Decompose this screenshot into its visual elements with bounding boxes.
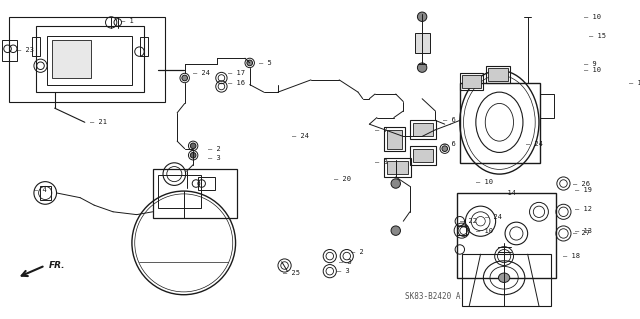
Text: — 26: — 26 <box>573 181 590 187</box>
Text: — 13: — 13 <box>575 228 592 234</box>
Text: — 10: — 10 <box>476 228 493 234</box>
Bar <box>457 193 556 278</box>
Circle shape <box>190 152 196 158</box>
Circle shape <box>182 75 188 81</box>
Bar <box>461 254 551 306</box>
Text: — 23: — 23 <box>17 47 34 53</box>
Bar <box>415 33 429 54</box>
Text: — 2: — 2 <box>208 146 221 152</box>
Bar <box>140 37 148 56</box>
Text: — 18: — 18 <box>563 253 580 259</box>
Text: — 3: — 3 <box>339 259 352 265</box>
Bar <box>413 123 433 137</box>
Text: — 4: — 4 <box>34 187 47 193</box>
Bar <box>2 40 17 61</box>
Text: — 24: — 24 <box>193 70 210 76</box>
Text: — 5: — 5 <box>259 60 272 66</box>
Circle shape <box>417 63 427 72</box>
Text: — 19: — 19 <box>575 187 592 193</box>
Circle shape <box>442 146 447 152</box>
Text: — 17: — 17 <box>228 70 245 76</box>
Bar <box>387 130 403 149</box>
Text: — 9: — 9 <box>584 61 597 67</box>
Bar <box>461 75 481 88</box>
Bar <box>410 120 436 139</box>
Text: — 25: — 25 <box>283 270 300 276</box>
Circle shape <box>417 12 427 21</box>
Text: — 6: — 6 <box>443 141 456 147</box>
Bar <box>385 158 411 177</box>
Text: — 2: — 2 <box>351 249 364 255</box>
Text: FR.: FR. <box>49 261 65 270</box>
Bar <box>540 94 554 118</box>
Text: — 1: — 1 <box>120 18 133 24</box>
Circle shape <box>391 226 401 235</box>
Bar <box>158 175 201 208</box>
Bar <box>457 226 467 235</box>
Bar <box>47 36 132 85</box>
Text: — 8: — 8 <box>375 159 388 165</box>
Text: — 10: — 10 <box>584 67 601 73</box>
Bar <box>40 186 51 200</box>
Bar <box>460 83 540 163</box>
Text: — 7: — 7 <box>375 127 388 133</box>
Bar <box>387 161 408 174</box>
Text: — 16: — 16 <box>228 80 245 86</box>
Circle shape <box>391 179 401 188</box>
Bar <box>410 146 436 165</box>
Text: — 6: — 6 <box>443 117 456 123</box>
Text: — 24: — 24 <box>292 133 309 139</box>
Text: — 10: — 10 <box>476 179 493 185</box>
Circle shape <box>247 60 253 66</box>
Bar <box>488 68 508 81</box>
Bar <box>36 26 144 92</box>
Text: SK83-B2420 A: SK83-B2420 A <box>405 292 461 301</box>
Bar <box>153 169 237 219</box>
Text: — 3: — 3 <box>208 155 221 161</box>
Text: — 21: — 21 <box>90 119 106 125</box>
Circle shape <box>190 143 196 149</box>
Ellipse shape <box>499 273 509 282</box>
Bar <box>413 149 433 162</box>
Text: — 12: — 12 <box>575 206 592 212</box>
Text: — 15: — 15 <box>589 33 606 39</box>
Bar <box>52 40 92 78</box>
Text: — 11: — 11 <box>629 80 640 86</box>
Text: — 24: — 24 <box>485 213 502 219</box>
Bar <box>10 17 165 101</box>
Text: — 14: — 14 <box>499 190 516 196</box>
Bar <box>198 177 215 190</box>
Text: — 24: — 24 <box>526 141 543 147</box>
Bar <box>32 37 40 56</box>
Bar <box>460 73 483 90</box>
Text: — 20: — 20 <box>335 176 351 182</box>
Text: — 27: — 27 <box>573 230 590 236</box>
Bar <box>385 127 405 151</box>
Text: — 22: — 22 <box>460 218 477 224</box>
Text: — 10: — 10 <box>584 14 601 20</box>
Text: — 3: — 3 <box>337 268 350 274</box>
Bar <box>486 66 509 83</box>
